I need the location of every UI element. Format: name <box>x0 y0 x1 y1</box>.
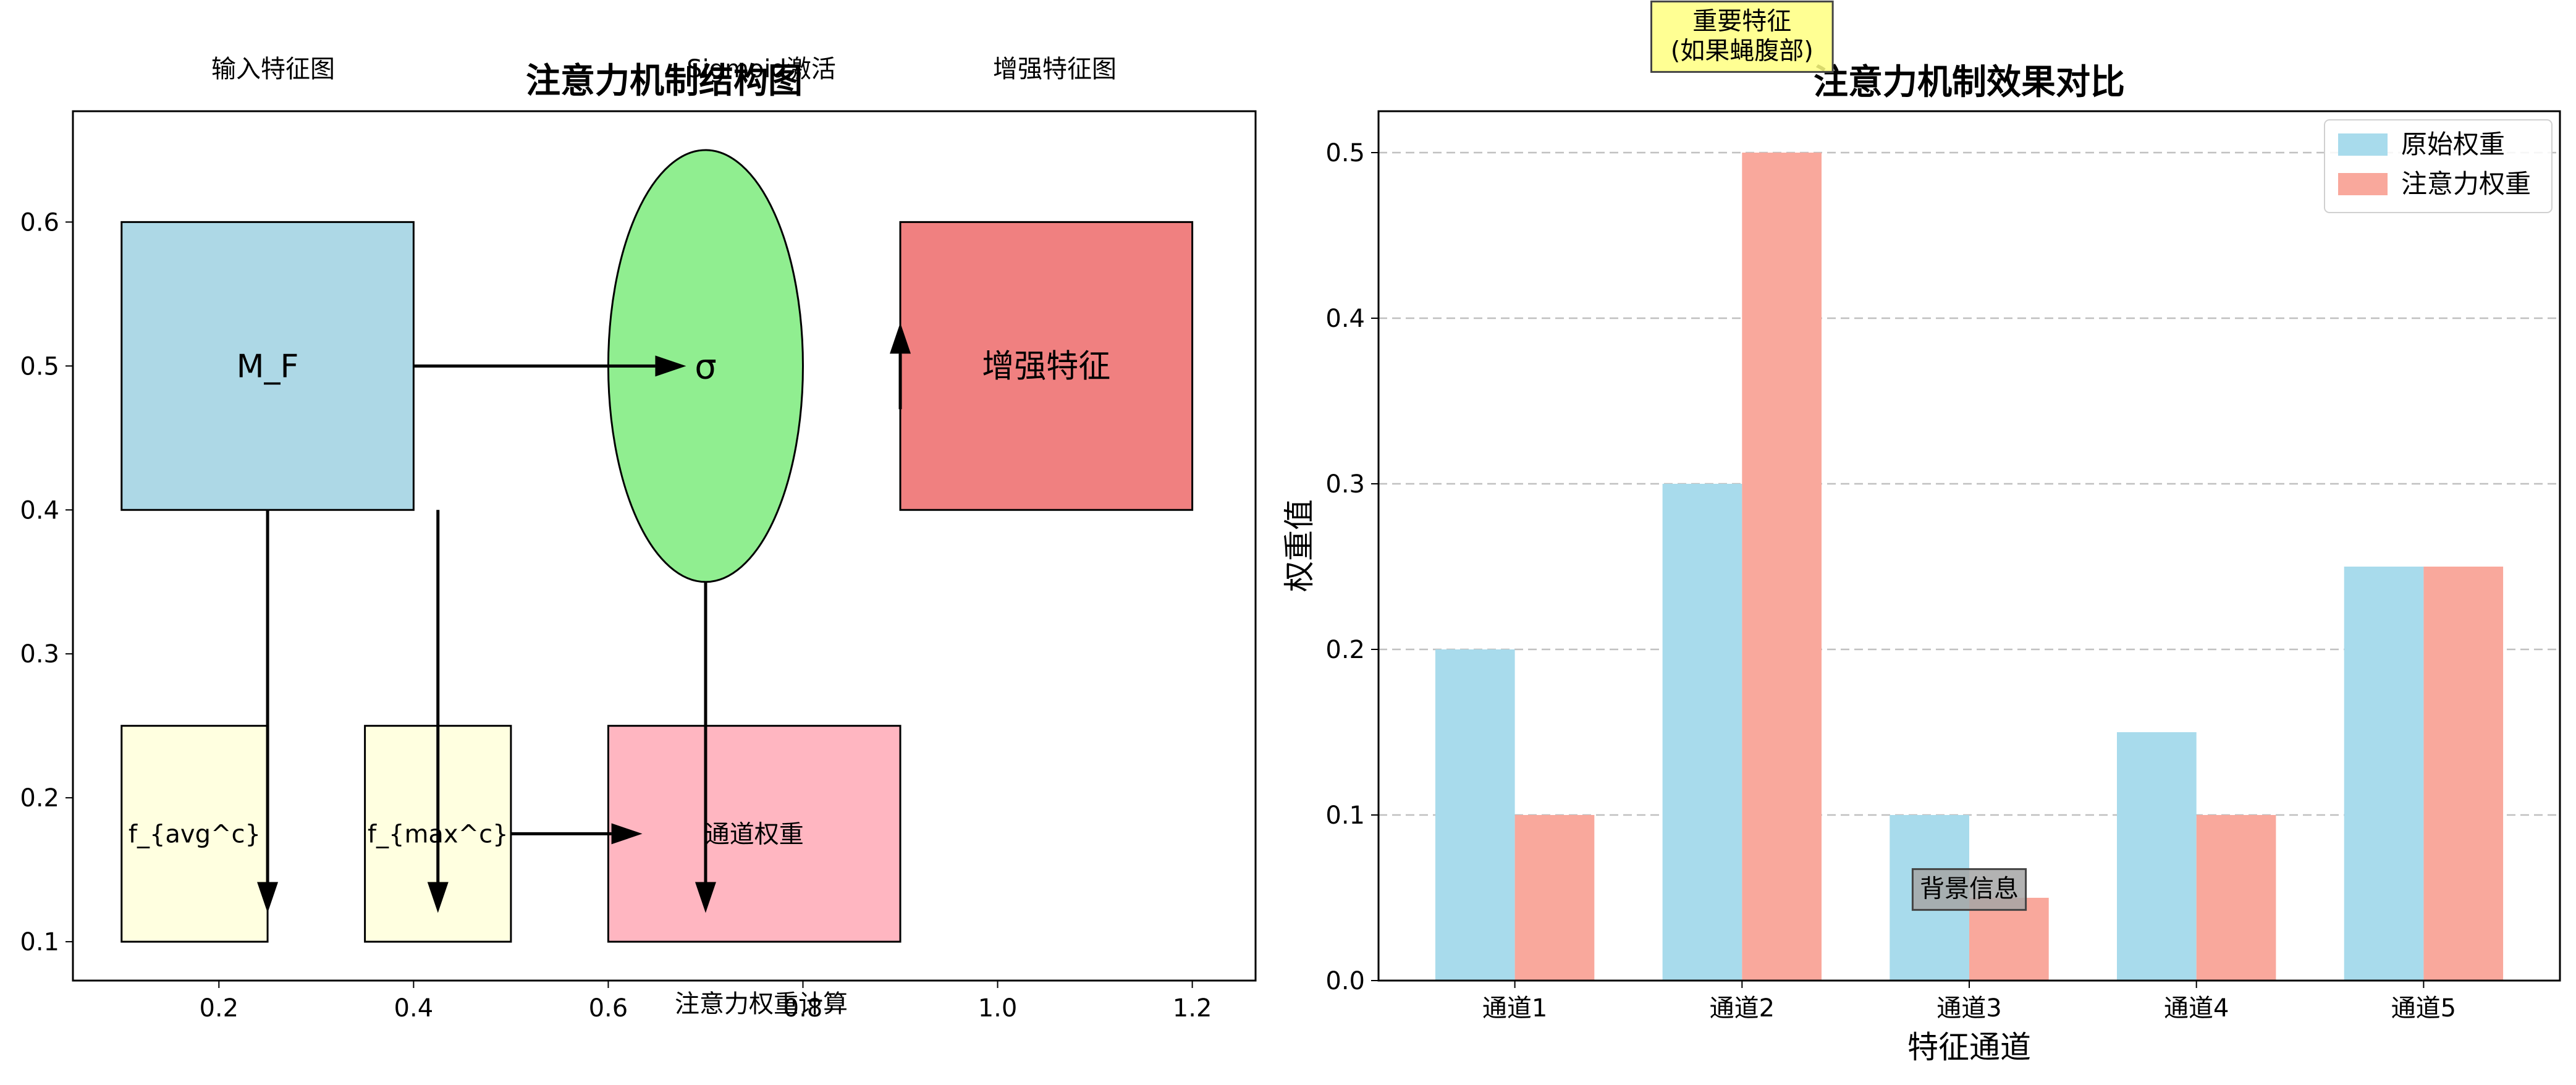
bottom-label-weight-calc: 注意力权重计算 <box>675 990 848 1018</box>
annotation-box <box>1911 868 2027 911</box>
right-x-ticks: 通道1 通道2 通道3 通道4 通道5 <box>1482 981 2456 1023</box>
left-y-tick-label: 0.1 <box>20 928 59 956</box>
right-x-tick-label: 通道2 <box>1710 994 1775 1023</box>
annotation-text: (如果蝇腹部) <box>1671 36 1814 65</box>
left-chart-title: 注意力机制结构图 <box>526 61 803 101</box>
left-y-tick-label: 0.6 <box>20 208 59 237</box>
annotation-text: 背景信息 <box>1920 875 2019 903</box>
bar-series2 <box>2196 815 2276 981</box>
node-mf-box <box>120 221 415 511</box>
right-x-tick-label: 通道4 <box>2164 994 2229 1023</box>
arrow-head <box>257 882 279 913</box>
node-sigma-label: σ <box>695 347 717 387</box>
legend-swatch <box>2338 173 2388 195</box>
node-favg-label: f_{avg^c} <box>129 820 261 848</box>
node-favg-box <box>120 725 269 943</box>
annotations: 重要特征(如果蝇腹部) 背景信息 <box>1650 0 2027 911</box>
bar-series2 <box>1969 898 2049 981</box>
right-y-tick-label: 0.3 <box>1325 470 1365 499</box>
right-y-tick-label: 0.1 <box>1325 801 1365 830</box>
right-y-tick-label: 0.2 <box>1325 636 1365 664</box>
annotation-box <box>1650 0 1834 73</box>
left-y-ticks: 0.1 0.2 0.3 0.4 0.5 0.6 <box>20 208 73 956</box>
y-axis-label: 权重值 <box>1282 499 1317 592</box>
legend-label: 注意力权重 <box>2401 169 2531 199</box>
legend-swatch <box>2338 133 2388 156</box>
bar-series2 <box>1514 815 1595 981</box>
right-x-tick-label: 通道5 <box>2391 994 2456 1023</box>
top-label-enhanced: 增强特征图 <box>993 55 1117 83</box>
right-y-tick-label: 0.4 <box>1325 305 1365 333</box>
right-y-tick-label: 0.5 <box>1325 139 1365 167</box>
arrow-head <box>890 323 911 354</box>
right-x-tick-label: 通道1 <box>1482 994 1547 1023</box>
node-cw-box <box>607 725 902 943</box>
left-y-tick-label: 0.3 <box>20 640 59 669</box>
x-axis-label: 特征通道 <box>1907 1029 2031 1065</box>
top-label-input: 输入特征图 <box>211 55 335 83</box>
right-y-ticks: 0.0 0.1 0.2 0.3 0.4 0.5 <box>1325 139 1379 995</box>
left-y-tick-label: 0.5 <box>20 352 59 381</box>
right-y-tick-label: 0.0 <box>1325 967 1365 995</box>
left-y-tick-label: 0.2 <box>20 784 59 813</box>
bar-series1 <box>1662 484 1742 981</box>
left-y-tick-label: 0.4 <box>20 496 59 525</box>
legend-label: 原始权重 <box>2401 129 2505 159</box>
left-x-ticks: 0.2 0.4 0.6 0.8 1.0 1.2 <box>199 981 1212 1023</box>
left-axes-frame <box>72 110 1257 982</box>
bar-series2 <box>1742 153 1822 981</box>
node-enh-box <box>899 221 1194 511</box>
effect-comparison-panel: 注意力机制效果对比 特征通道 权重值 通道1 通道2 通道3 通道4 通道5 0.00.… <box>1282 0 2561 1065</box>
left-x-tick-label: 1.0 <box>978 994 1018 1023</box>
left-x-tick-label: 0.4 <box>394 994 434 1023</box>
bars <box>1435 153 2504 981</box>
bar-series1 <box>1435 649 1515 981</box>
arrow-head <box>655 355 686 377</box>
bar-series1 <box>2344 567 2424 981</box>
node-enh-label: 增强特征 <box>982 348 1110 386</box>
left-x-tick-label: 0.8 <box>783 994 823 1023</box>
attention-structure-panel: 注意力机制结构图 输入特征图 Sigmoid激活 增强特征图 注意力权重计算 0… <box>20 55 1257 1023</box>
left-x-tick-label: 0.2 <box>199 994 239 1023</box>
right-x-tick-label: 通道3 <box>1936 994 2001 1023</box>
arrow-head <box>611 823 643 845</box>
annotation-text: 重要特征 <box>1692 7 1791 35</box>
bar-series2 <box>2423 567 2504 981</box>
node-cw-label: 通道权重 <box>705 820 804 848</box>
left-x-tick-label: 0.6 <box>589 994 628 1023</box>
left-x-tick-label: 1.2 <box>1173 994 1212 1023</box>
diagram-arrows <box>257 323 911 913</box>
bar-series1 <box>2117 732 2197 981</box>
node-mf-label: M_F <box>237 348 299 386</box>
arrow-head <box>427 882 449 913</box>
arrow-head <box>695 882 716 913</box>
right-chart-title: 注意力机制效果对比 <box>1814 62 2125 103</box>
top-label-sigmoid: Sigmoid激活 <box>686 55 836 83</box>
